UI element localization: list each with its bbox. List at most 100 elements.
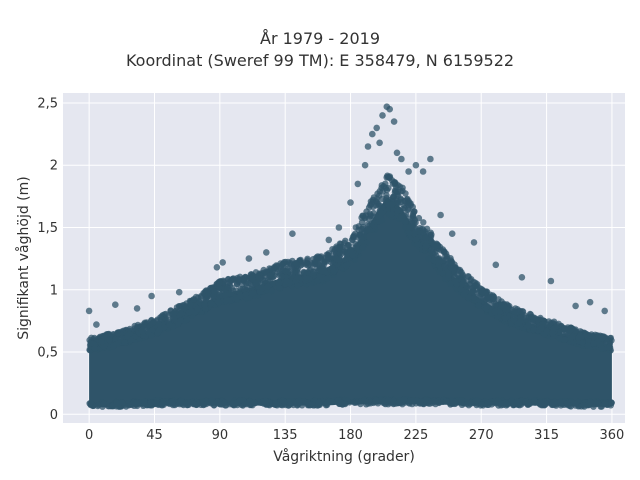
data-point	[508, 397, 515, 404]
data-point	[470, 288, 477, 296]
data-point	[294, 262, 301, 269]
data-point	[335, 397, 342, 404]
data-point	[394, 188, 402, 196]
y-axis-ticks: 0 0,5 1 1,5 2 2,5	[37, 96, 58, 422]
data-point	[118, 399, 126, 406]
data-point	[241, 286, 248, 293]
data-point	[564, 324, 572, 331]
x-tick-label: 180	[338, 428, 363, 443]
data-point	[150, 318, 157, 326]
x-tick-label: 315	[534, 428, 559, 443]
data-point	[325, 398, 333, 405]
data-point	[359, 212, 366, 219]
data-point	[557, 398, 564, 405]
data-point	[407, 215, 414, 222]
data-point	[359, 244, 366, 251]
data-point	[575, 334, 582, 341]
data-point	[276, 284, 283, 291]
data-point	[497, 400, 504, 407]
data-point	[422, 234, 429, 241]
outlier-point	[437, 211, 444, 219]
outlier-point	[335, 224, 343, 231]
data-point	[204, 293, 211, 300]
data-point	[216, 279, 223, 287]
outlier-point	[289, 230, 296, 237]
data-point	[275, 279, 282, 286]
data-point	[432, 398, 439, 406]
data-point	[192, 293, 200, 301]
outlier-point	[390, 118, 398, 125]
data-point	[278, 273, 286, 280]
data-point	[100, 400, 108, 407]
data-point	[402, 218, 409, 225]
data-point	[264, 283, 272, 290]
data-point	[166, 400, 173, 408]
data-point	[537, 399, 545, 406]
data-point	[513, 398, 521, 406]
point-cloud	[89, 197, 612, 407]
outlier-point	[364, 143, 372, 150]
data-point	[306, 261, 313, 268]
data-point	[410, 210, 417, 217]
data-point	[412, 236, 420, 243]
data-point	[101, 333, 108, 340]
data-point	[389, 194, 397, 202]
data-point	[145, 328, 152, 335]
data-point	[525, 322, 532, 330]
data-point	[386, 174, 393, 181]
data-point	[572, 326, 579, 333]
data-point	[435, 242, 442, 249]
data-point	[549, 399, 557, 406]
data-point	[523, 400, 531, 408]
outlier-point	[405, 168, 412, 175]
data-point	[316, 273, 323, 280]
data-point	[268, 287, 276, 295]
outlier-point	[213, 264, 221, 271]
outlier-point	[376, 139, 383, 147]
x-tick-label: 135	[273, 428, 298, 443]
data-point	[214, 398, 221, 406]
data-point	[98, 338, 105, 346]
data-point	[564, 401, 572, 409]
data-point	[531, 397, 538, 404]
data-point	[312, 259, 319, 267]
data-point	[329, 264, 336, 271]
data-point	[440, 270, 447, 277]
data-point	[228, 289, 235, 297]
outlier-point	[369, 130, 376, 138]
outlier-point	[601, 307, 608, 315]
data-point	[586, 332, 593, 340]
data-point	[496, 308, 503, 315]
data-point	[606, 343, 613, 351]
data-point	[445, 272, 452, 279]
data-point	[378, 217, 386, 224]
data-point	[543, 327, 550, 335]
y-tick-label: 0	[50, 408, 58, 423]
data-point	[358, 219, 366, 226]
data-point	[390, 397, 397, 405]
data-point	[474, 397, 481, 404]
data-point	[368, 200, 375, 208]
data-point	[95, 401, 102, 409]
data-point	[188, 308, 195, 315]
data-point	[121, 339, 128, 346]
data-point	[295, 270, 302, 277]
data-point	[406, 229, 413, 237]
data-point	[155, 321, 162, 328]
data-point	[224, 284, 232, 291]
data-point	[388, 211, 395, 218]
data-point	[215, 299, 222, 306]
data-point	[342, 237, 349, 244]
outlier-point	[547, 277, 555, 285]
y-tick-label: 1	[50, 283, 58, 298]
data-points	[85, 103, 615, 410]
data-point	[417, 398, 424, 405]
data-point	[402, 190, 409, 197]
y-axis-title: Signifikant våghöjd (m)	[15, 176, 32, 339]
data-point	[211, 288, 218, 295]
data-point	[222, 297, 230, 305]
data-point	[87, 340, 94, 347]
data-point	[484, 294, 491, 302]
